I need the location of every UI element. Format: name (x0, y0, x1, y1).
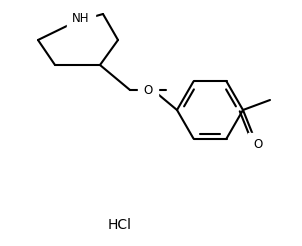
Text: HCl: HCl (108, 218, 132, 232)
Text: NH: NH (72, 13, 90, 26)
Text: O: O (253, 138, 263, 152)
Text: O: O (143, 83, 153, 96)
